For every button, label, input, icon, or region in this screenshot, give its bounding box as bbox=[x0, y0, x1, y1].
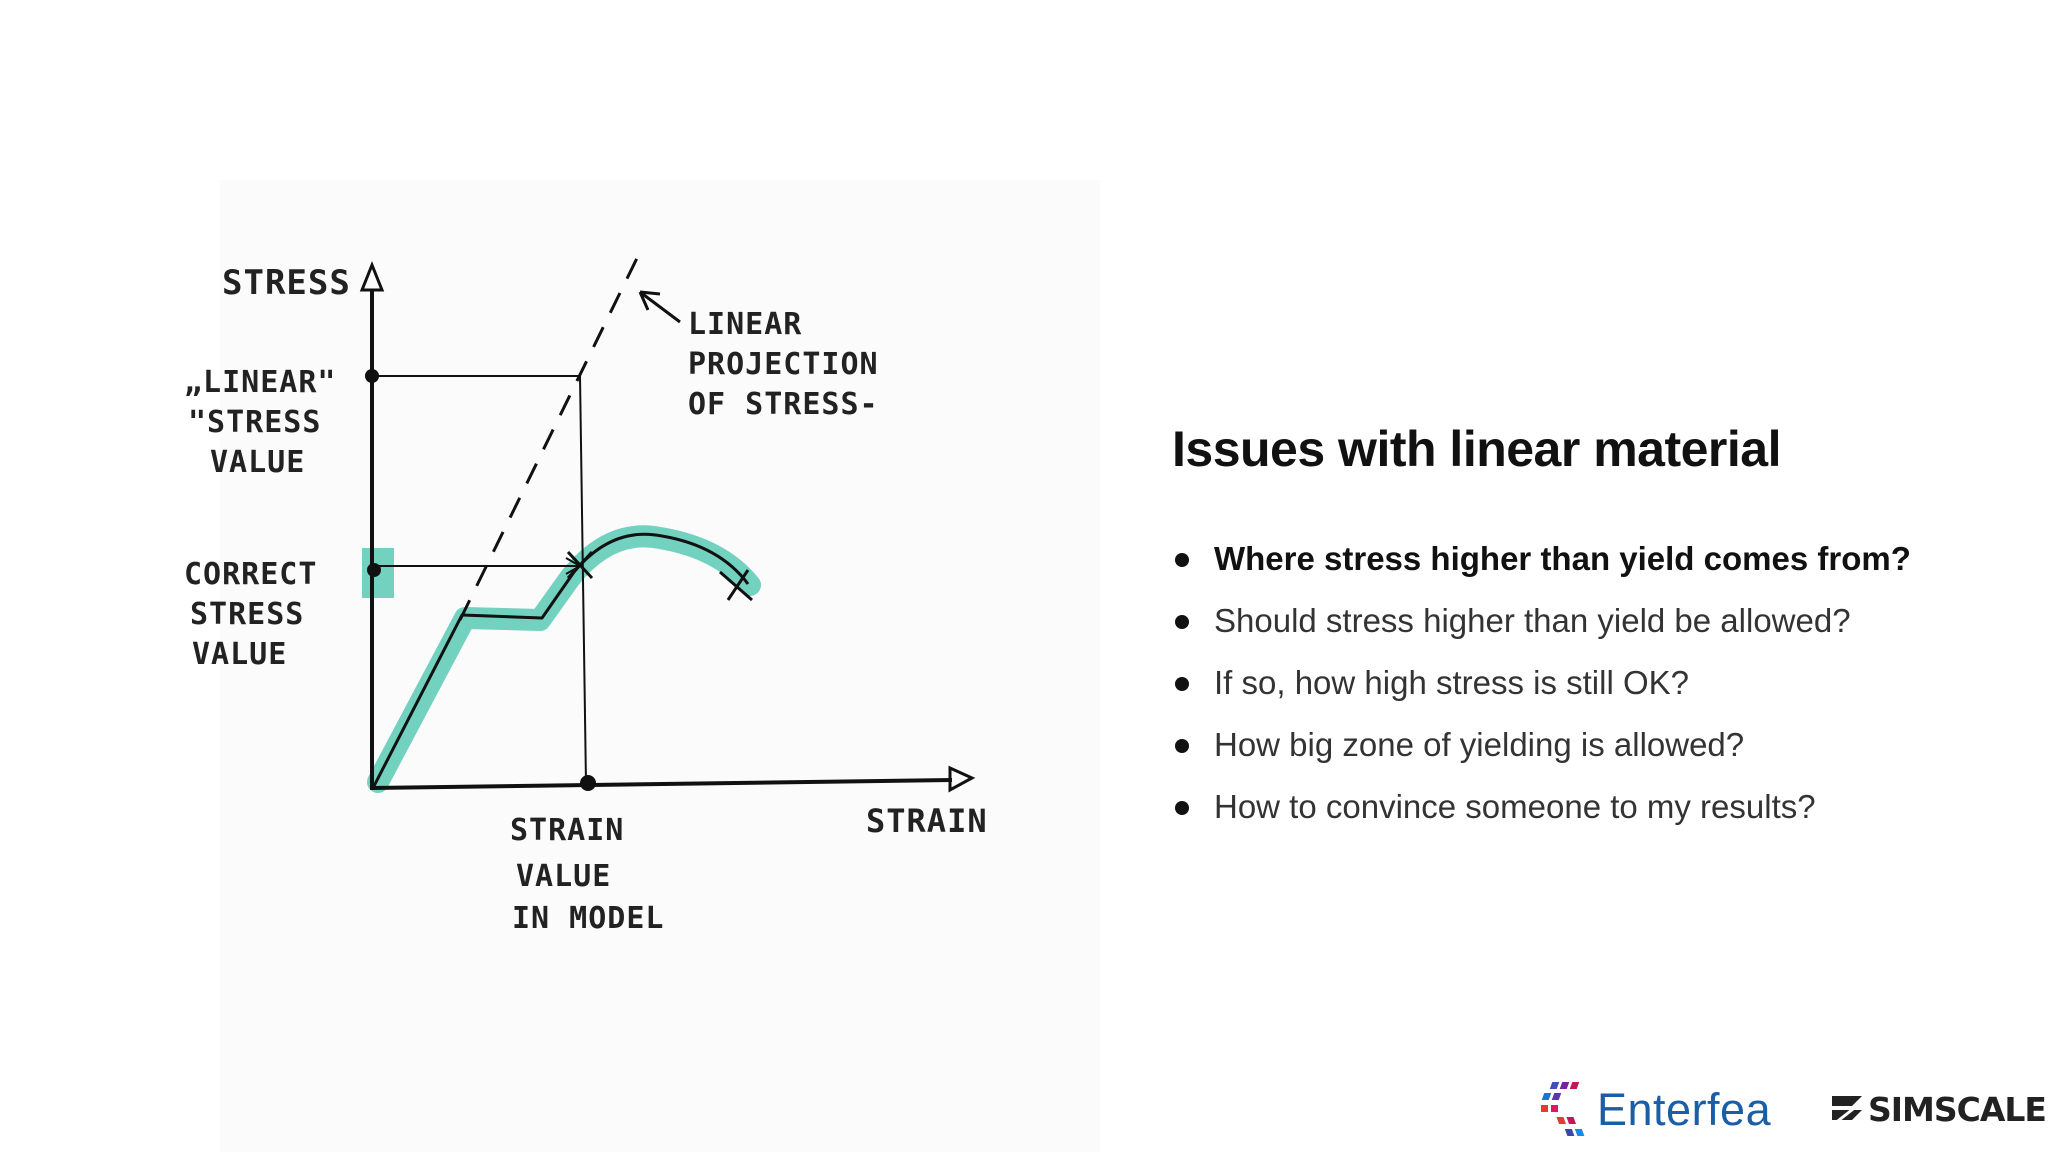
correct-value-label-1: CORRECT bbox=[184, 557, 317, 592]
projection-label-arrow bbox=[638, 290, 681, 324]
enterfea-mark-icon bbox=[1541, 1082, 1585, 1136]
strain-value-guide bbox=[579, 375, 587, 785]
x-axis-label: STRAIN bbox=[866, 802, 988, 840]
simscale-mark-icon bbox=[1832, 1096, 1863, 1126]
sketch-background bbox=[220, 180, 1100, 1152]
failure-mark bbox=[719, 569, 753, 602]
simscale-wordmark: SIMSCALE bbox=[1868, 1090, 2047, 1129]
bullet-list: Where stress higher than yield comes fro… bbox=[1172, 535, 1911, 845]
projection-label-3: OF STRESS- bbox=[688, 387, 879, 422]
y-axis-label: STRESS bbox=[222, 263, 351, 303]
bullet-item: Should stress higher than yield be allow… bbox=[1172, 597, 1911, 659]
linear-projection-line bbox=[458, 251, 642, 621]
linear-value-dot bbox=[365, 369, 379, 383]
strain-model-label-1: STRAIN bbox=[510, 813, 624, 848]
linear-value-label-1: „LINEAR" bbox=[184, 365, 337, 400]
x-axis-arrow bbox=[948, 765, 976, 793]
bullet-dot-icon bbox=[1175, 615, 1189, 629]
correct-value-label-2: STRESS bbox=[190, 597, 304, 632]
strain-model-label-2: VALUE bbox=[516, 859, 611, 894]
y-axis-arrow bbox=[359, 260, 385, 292]
linear-value-label-2: "STRESS bbox=[188, 405, 321, 440]
yield-highlight bbox=[367, 525, 761, 793]
bullet-dot-icon bbox=[1175, 553, 1189, 567]
slide-title: Issues with linear material bbox=[1172, 421, 1782, 477]
x-axis bbox=[371, 778, 953, 790]
intersection-mark bbox=[566, 550, 594, 580]
linear-value-label-3: VALUE bbox=[210, 445, 305, 480]
bullet-item: How to convince someone to my results? bbox=[1172, 783, 1911, 845]
bullet-item: Where stress higher than yield comes fro… bbox=[1172, 535, 1911, 597]
correct-value-label-3: VALUE bbox=[192, 637, 287, 672]
strain-value-dot bbox=[580, 775, 596, 791]
correct-value-dot bbox=[367, 563, 381, 577]
simscale-logo: SIMSCALE bbox=[1830, 1090, 2047, 1134]
bullet-dot-icon bbox=[1175, 677, 1189, 691]
projection-label-2: PROJECTION bbox=[688, 347, 879, 382]
bullet-item: How big zone of yielding is allowed? bbox=[1172, 721, 1911, 783]
bullet-item: If so, how high stress is still OK? bbox=[1172, 659, 1911, 721]
bullet-dot-icon bbox=[1175, 801, 1189, 815]
projection-label-1: LINEAR bbox=[688, 307, 802, 342]
enterfea-wordmark: Enterfea bbox=[1597, 1084, 1772, 1135]
strain-model-label-3: IN MODEL bbox=[512, 901, 665, 936]
enterfea-logo: Enterfea bbox=[1535, 1080, 1795, 1140]
bullet-dot-icon bbox=[1175, 739, 1189, 753]
